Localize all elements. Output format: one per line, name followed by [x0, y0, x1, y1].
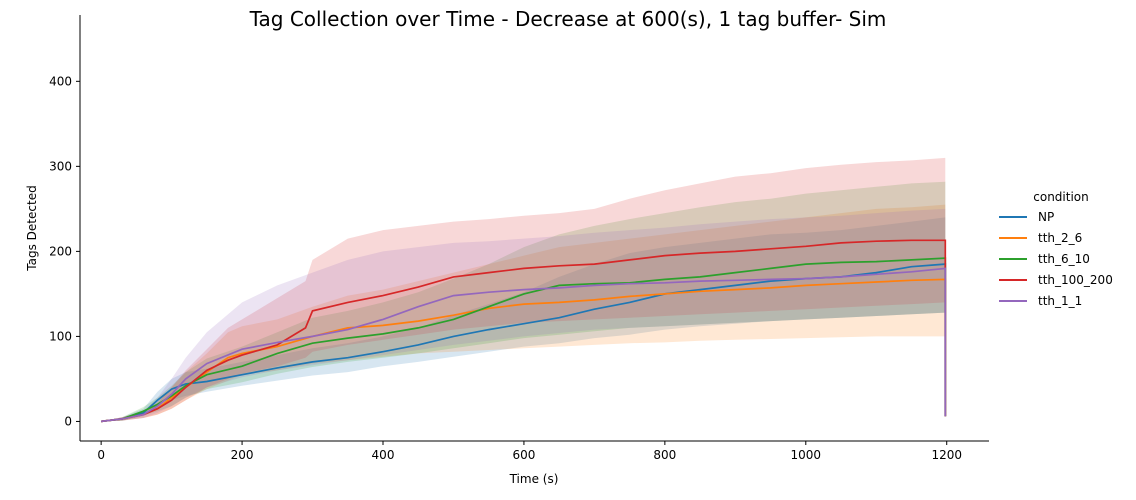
axes [79, 15, 989, 442]
y-tick-label: 300 [49, 159, 72, 173]
x-axis-label: Time (s) [509, 472, 559, 486]
legend-label-tth_1_1: tth_1_1 [1038, 294, 1082, 308]
x-tick-label: 1000 [791, 448, 822, 462]
y-ticks: 0 100 200 300 400 [49, 74, 80, 428]
legend-label-NP: NP [1038, 210, 1054, 224]
band-tth_2_6 [101, 204, 946, 422]
line-tth_1_1 [101, 267, 947, 423]
y-tick-label: 400 [49, 74, 72, 88]
legend-title: condition [1033, 190, 1088, 204]
y-axis-label: Tags Detected [25, 185, 39, 271]
line-tth_6_10 [101, 257, 947, 423]
y-tick-label: 100 [49, 329, 72, 343]
legend-label-tth_6_10: tth_6_10 [1038, 252, 1090, 266]
line-tth_100_200 [101, 239, 947, 423]
x-tick-label: 1200 [931, 448, 962, 462]
x-tick-label: 400 [372, 448, 395, 462]
y-tick-label: 200 [49, 244, 72, 258]
legend-label-tth_100_200: tth_100_200 [1038, 273, 1113, 287]
band-NP [101, 217, 946, 422]
x-tick-label: 0 [97, 448, 105, 462]
x-tick-label: 200 [231, 448, 254, 462]
series-lines [101, 239, 947, 423]
chart-title: Tag Collection over Time - Decrease at 6… [249, 7, 887, 31]
legend: condition NP tth_2_6 tth_6_10 tth_100_200tt… [999, 190, 1113, 308]
x-ticks: 0 200 400 600 800 1000 1200 [97, 441, 962, 462]
y-tick-label: 0 [64, 414, 72, 428]
x-tick-label: 800 [653, 448, 676, 462]
legend-label-tth_2_6: tth_2_6 [1038, 231, 1082, 245]
band-tth_1_1 [101, 208, 946, 422]
x-tick-label: 600 [512, 448, 535, 462]
